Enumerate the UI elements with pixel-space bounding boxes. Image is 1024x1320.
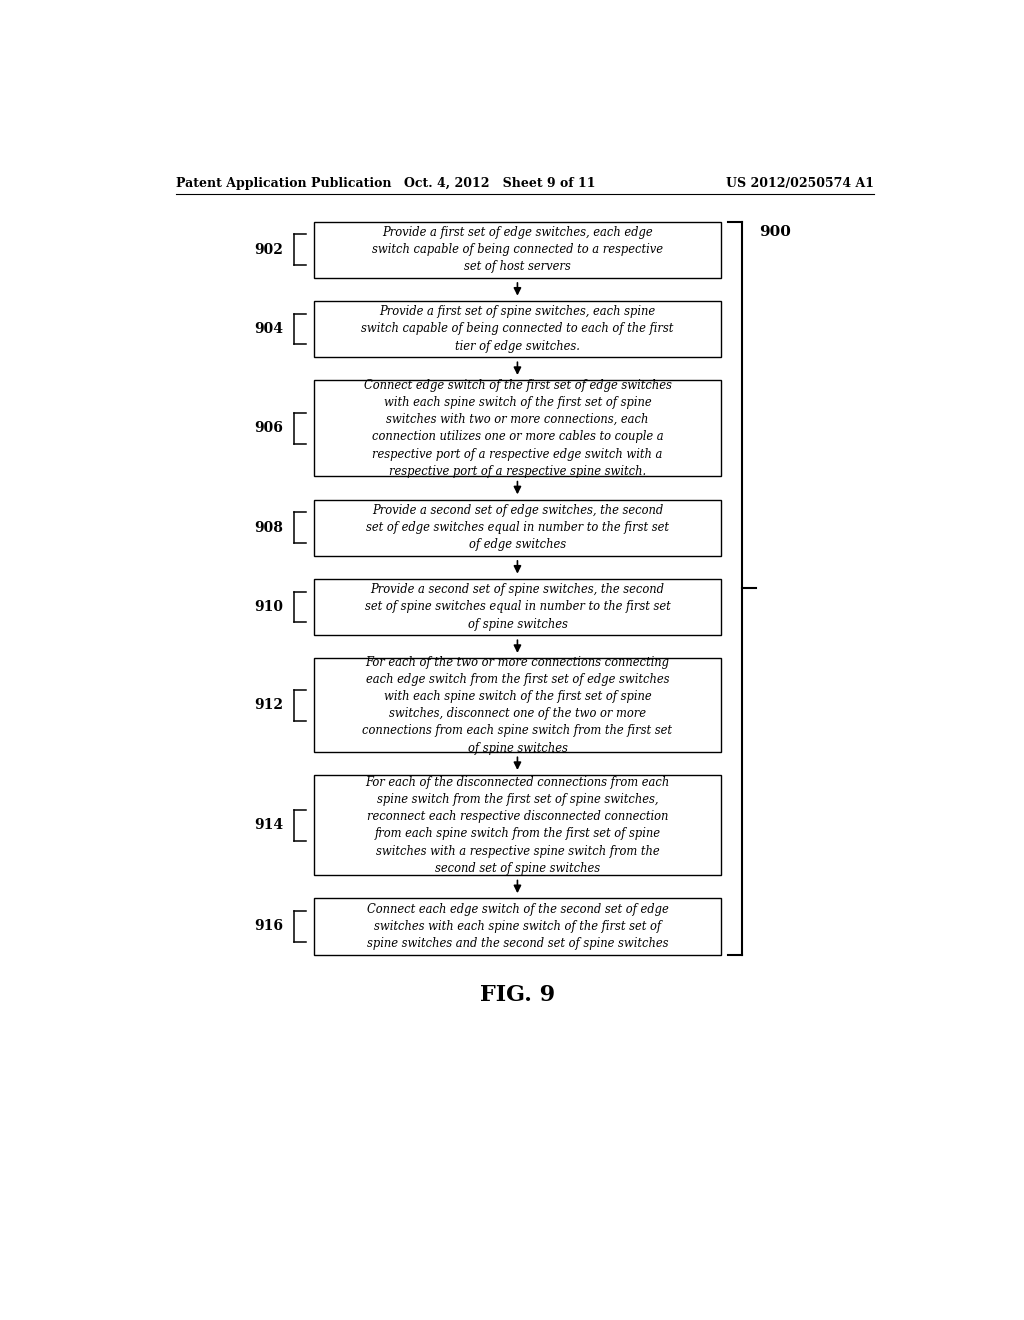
Text: 900: 900: [760, 226, 792, 239]
Text: Connect each edge switch of the second set of edge
switches with each spine swit: Connect each edge switch of the second s…: [367, 903, 669, 950]
Text: FIG. 9: FIG. 9: [480, 983, 555, 1006]
Text: 912: 912: [254, 698, 283, 711]
Text: For each of the disconnected connections from each
spine switch from the first s: For each of the disconnected connections…: [366, 776, 670, 875]
Text: For each of the two or more connections connecting
each edge switch from the fir: For each of the two or more connections …: [362, 656, 673, 755]
Text: Connect edge switch of the first set of edge switches
with each spine switch of : Connect edge switch of the first set of …: [364, 379, 672, 478]
Text: Oct. 4, 2012   Sheet 9 of 11: Oct. 4, 2012 Sheet 9 of 11: [404, 177, 596, 190]
Text: Patent Application Publication: Patent Application Publication: [176, 177, 391, 190]
Text: 908: 908: [254, 520, 283, 535]
Text: 904: 904: [254, 322, 283, 337]
Text: US 2012/0250574 A1: US 2012/0250574 A1: [726, 177, 873, 190]
FancyBboxPatch shape: [314, 579, 721, 635]
Text: 914: 914: [254, 818, 283, 832]
Text: Provide a first set of spine switches, each spine
switch capable of being connec: Provide a first set of spine switches, e…: [361, 305, 674, 352]
FancyBboxPatch shape: [314, 380, 721, 477]
FancyBboxPatch shape: [314, 899, 721, 954]
Text: Provide a first set of edge switches, each edge
switch capable of being connecte: Provide a first set of edge switches, ea…: [372, 226, 663, 273]
Text: 910: 910: [254, 599, 283, 614]
Text: Provide a second set of spine switches, the second
set of spine switches equal i: Provide a second set of spine switches, …: [365, 583, 671, 631]
FancyBboxPatch shape: [314, 499, 721, 556]
Text: 906: 906: [254, 421, 283, 436]
FancyBboxPatch shape: [314, 775, 721, 875]
Text: 902: 902: [254, 243, 283, 256]
FancyBboxPatch shape: [314, 659, 721, 752]
Text: 916: 916: [254, 920, 283, 933]
FancyBboxPatch shape: [314, 301, 721, 358]
Text: Provide a second set of edge switches, the second
set of edge switches equal in : Provide a second set of edge switches, t…: [366, 504, 669, 552]
FancyBboxPatch shape: [314, 222, 721, 277]
